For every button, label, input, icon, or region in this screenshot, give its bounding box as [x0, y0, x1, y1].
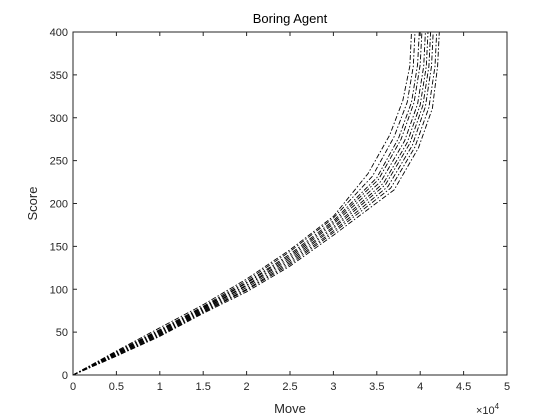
series-line-5	[72, 31, 426, 376]
x-tick-label: 2.5	[282, 381, 297, 393]
series-line-9	[72, 31, 438, 376]
x-tick-label: 2	[244, 381, 250, 393]
series-line-2	[72, 31, 416, 376]
x-axis-title: Move	[274, 401, 306, 416]
series-line-4	[72, 31, 423, 376]
x-tick-label: 1.5	[196, 381, 211, 393]
series-line-3	[72, 31, 420, 376]
y-tick-label: 200	[50, 199, 68, 211]
x-axis-exponent-power: 4	[495, 402, 500, 411]
x-tick-label: 4	[417, 381, 423, 393]
x-tick-label: 0.5	[109, 381, 124, 393]
y-tick-label: 350	[50, 70, 68, 82]
series-line-6	[72, 31, 429, 376]
series-line-7	[72, 31, 432, 376]
plot-area	[73, 32, 507, 375]
x-axis-exponent: ×104	[476, 402, 500, 417]
x-tick-label: 1	[157, 381, 163, 393]
y-tick-label: 0	[62, 370, 68, 382]
series-line-10	[72, 31, 440, 376]
y-tick-label: 300	[50, 113, 68, 125]
ticks-group: 0 0.5 1 1.5 2 2.5 3 3.5 4 4.5 50501001502002503003…	[50, 27, 510, 393]
x-tick-label: 0	[70, 381, 76, 393]
y-axis-title: Score	[25, 187, 40, 221]
series-group	[72, 31, 440, 376]
x-tick-label: 3	[330, 381, 336, 393]
x-tick-label: 3.5	[369, 381, 384, 393]
series-line-8	[72, 31, 434, 376]
y-tick-label: 250	[50, 156, 68, 168]
y-tick-label: 50	[56, 327, 68, 339]
chart-title: Boring Agent	[253, 11, 328, 26]
x-axis-exponent-base: ×10	[476, 405, 495, 417]
x-tick-label: 5	[504, 381, 510, 393]
plot-frame	[72, 31, 508, 376]
y-tick-label: 100	[50, 284, 68, 296]
y-tick-label: 150	[50, 241, 68, 253]
y-tick-label: 400	[50, 27, 68, 39]
x-tick-label: 4.5	[456, 381, 471, 393]
